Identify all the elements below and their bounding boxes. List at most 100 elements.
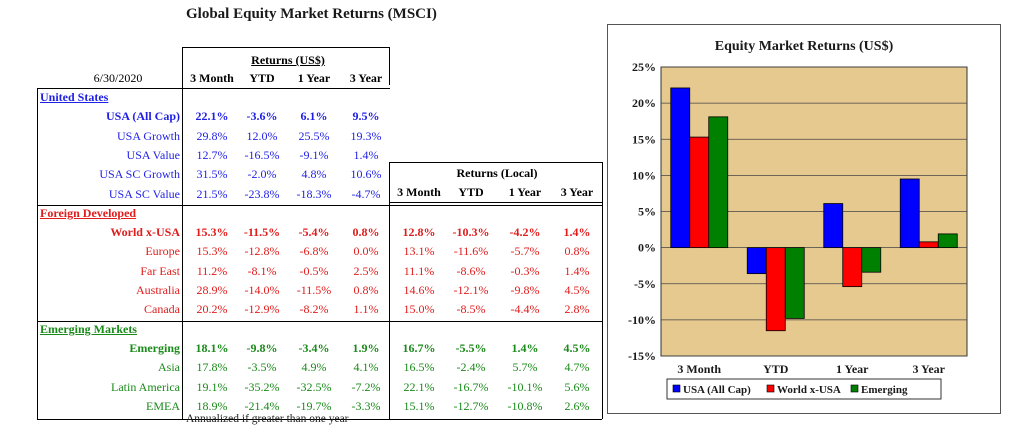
usd-value: 10.6%: [350, 167, 382, 182]
row-label: USA (All Cap): [105, 109, 180, 124]
table-vertical-rule: [389, 162, 390, 420]
local-returns-header: Returns (Local): [456, 166, 538, 180]
usd-value: 15.3%: [196, 244, 228, 259]
x-tick-label: 3 Year: [912, 362, 945, 376]
usd-column-header: 3 Year: [349, 71, 383, 85]
local-value: -8.5%: [456, 302, 486, 317]
local-value: 12.8%: [402, 225, 436, 240]
local-value: -2.4%: [456, 360, 486, 375]
usd-value: 12.7%: [196, 147, 228, 162]
local-column-header: 1 Year: [508, 185, 542, 199]
legend-label: USA (All Cap): [683, 384, 751, 396]
usd-column-header: 3 Month: [190, 71, 234, 85]
usd-value: -23.8%: [244, 186, 280, 201]
legend-label: World x-USA: [777, 384, 841, 396]
local-column-header: 3 Month: [397, 185, 441, 199]
local-value: -0.3%: [510, 263, 540, 278]
usd-value: -3.5%: [247, 360, 277, 375]
usd-value: 15.3%: [195, 225, 229, 240]
usd-value: 18.9%: [196, 398, 228, 413]
usd-value: -3.3%: [351, 398, 381, 413]
legend-label: Emerging: [861, 384, 908, 396]
usd-returns-header: Returns (US$): [251, 53, 325, 67]
usd-value: -21.4%: [244, 398, 280, 413]
local-value: -4.2%: [509, 225, 541, 240]
row-label: World x-USA: [110, 225, 180, 240]
local-value: 22.1%: [403, 379, 435, 394]
usd-value: 0.8%: [352, 225, 380, 240]
table-vertical-rule: [389, 47, 390, 85]
table-vertical-rule: [37, 88, 38, 420]
usd-value: -9.1%: [299, 147, 329, 162]
local-value: -10.8%: [507, 398, 543, 413]
y-tick-label: -10%: [628, 313, 656, 327]
local-column-header: 3 Year: [560, 185, 594, 199]
x-tick-label: YTD: [763, 362, 789, 376]
usd-value: -3.6%: [246, 109, 278, 124]
y-tick-label: -15%: [628, 349, 656, 363]
row-label: USA SC Value: [108, 186, 180, 201]
local-value: 11.1%: [403, 263, 435, 278]
local-value: -9.8%: [510, 283, 540, 297]
local-value: 4.5%: [563, 340, 591, 355]
usd-value: 6.1%: [300, 109, 328, 124]
row-label: Europe: [145, 244, 180, 259]
usd-value: 4.8%: [301, 167, 327, 182]
usd-value: -3.4%: [298, 340, 330, 355]
bar: [670, 87, 691, 249]
usd-value: 22.1%: [195, 109, 229, 124]
bar: [899, 178, 920, 249]
row-label: Emerging: [129, 340, 180, 355]
usd-value: 1.4%: [353, 147, 379, 162]
bar: [823, 203, 844, 249]
usd-value: 18.1%: [195, 340, 229, 355]
table-vertical-rule: [182, 47, 183, 420]
local-value: 0.8%: [564, 244, 590, 259]
bar: [784, 247, 805, 319]
y-tick-label: 15%: [632, 132, 656, 146]
local-value: -11.6%: [453, 244, 489, 259]
usd-column-header: 1 Year: [297, 71, 331, 85]
row-label: EMEA: [146, 398, 180, 413]
chart-title: Equity Market Returns (US$): [715, 39, 894, 54]
usd-value: 1.9%: [352, 340, 380, 355]
local-value: 4.5%: [564, 283, 590, 297]
y-tick-label: -5%: [634, 277, 656, 291]
legend-swatch: [672, 384, 681, 393]
x-tick-label: 3 Month: [677, 362, 721, 376]
usd-value: -32.5%: [296, 379, 332, 394]
local-value: 2.8%: [564, 302, 590, 317]
usd-value: -0.5%: [299, 263, 329, 278]
local-value: 16.5%: [403, 360, 435, 375]
table-horizontal-rule: [389, 202, 602, 203]
local-column-header: YTD: [458, 185, 484, 199]
local-value: -12.1%: [453, 283, 489, 297]
row-label: Canada: [144, 302, 180, 317]
table-horizontal-rule: [37, 88, 390, 89]
usd-value: -8.1%: [247, 263, 277, 278]
bar: [765, 247, 786, 332]
usd-value: -11.5%: [296, 283, 332, 297]
table-horizontal-rule: [182, 47, 390, 48]
local-value: -16.7%: [453, 379, 489, 394]
usd-value: 4.9%: [301, 360, 327, 375]
row-label: USA SC Growth: [99, 167, 180, 182]
usd-value: 0.8%: [353, 283, 379, 297]
section-header: Foreign Developed: [40, 205, 137, 220]
local-value: -4.4%: [510, 302, 540, 317]
local-value: 1.4%: [564, 263, 590, 278]
row-label: Latin America: [111, 379, 180, 394]
table-horizontal-rule: [37, 204, 602, 206]
local-value: -10.1%: [507, 379, 543, 394]
usd-value: 0.0%: [353, 244, 379, 259]
usd-value: 12.0%: [246, 128, 278, 143]
usd-value: -7.2%: [351, 379, 381, 394]
usd-value: -12.8%: [244, 244, 280, 259]
usd-value: 9.5%: [352, 109, 380, 124]
row-label: Australia: [136, 283, 180, 297]
usd-value: -5.4%: [298, 225, 330, 240]
page-title: Global Equity Market Returns (MSCI): [186, 6, 437, 22]
y-tick-label: 25%: [632, 60, 656, 74]
local-value: 15.1%: [403, 398, 435, 413]
local-value: 5.6%: [564, 379, 590, 394]
